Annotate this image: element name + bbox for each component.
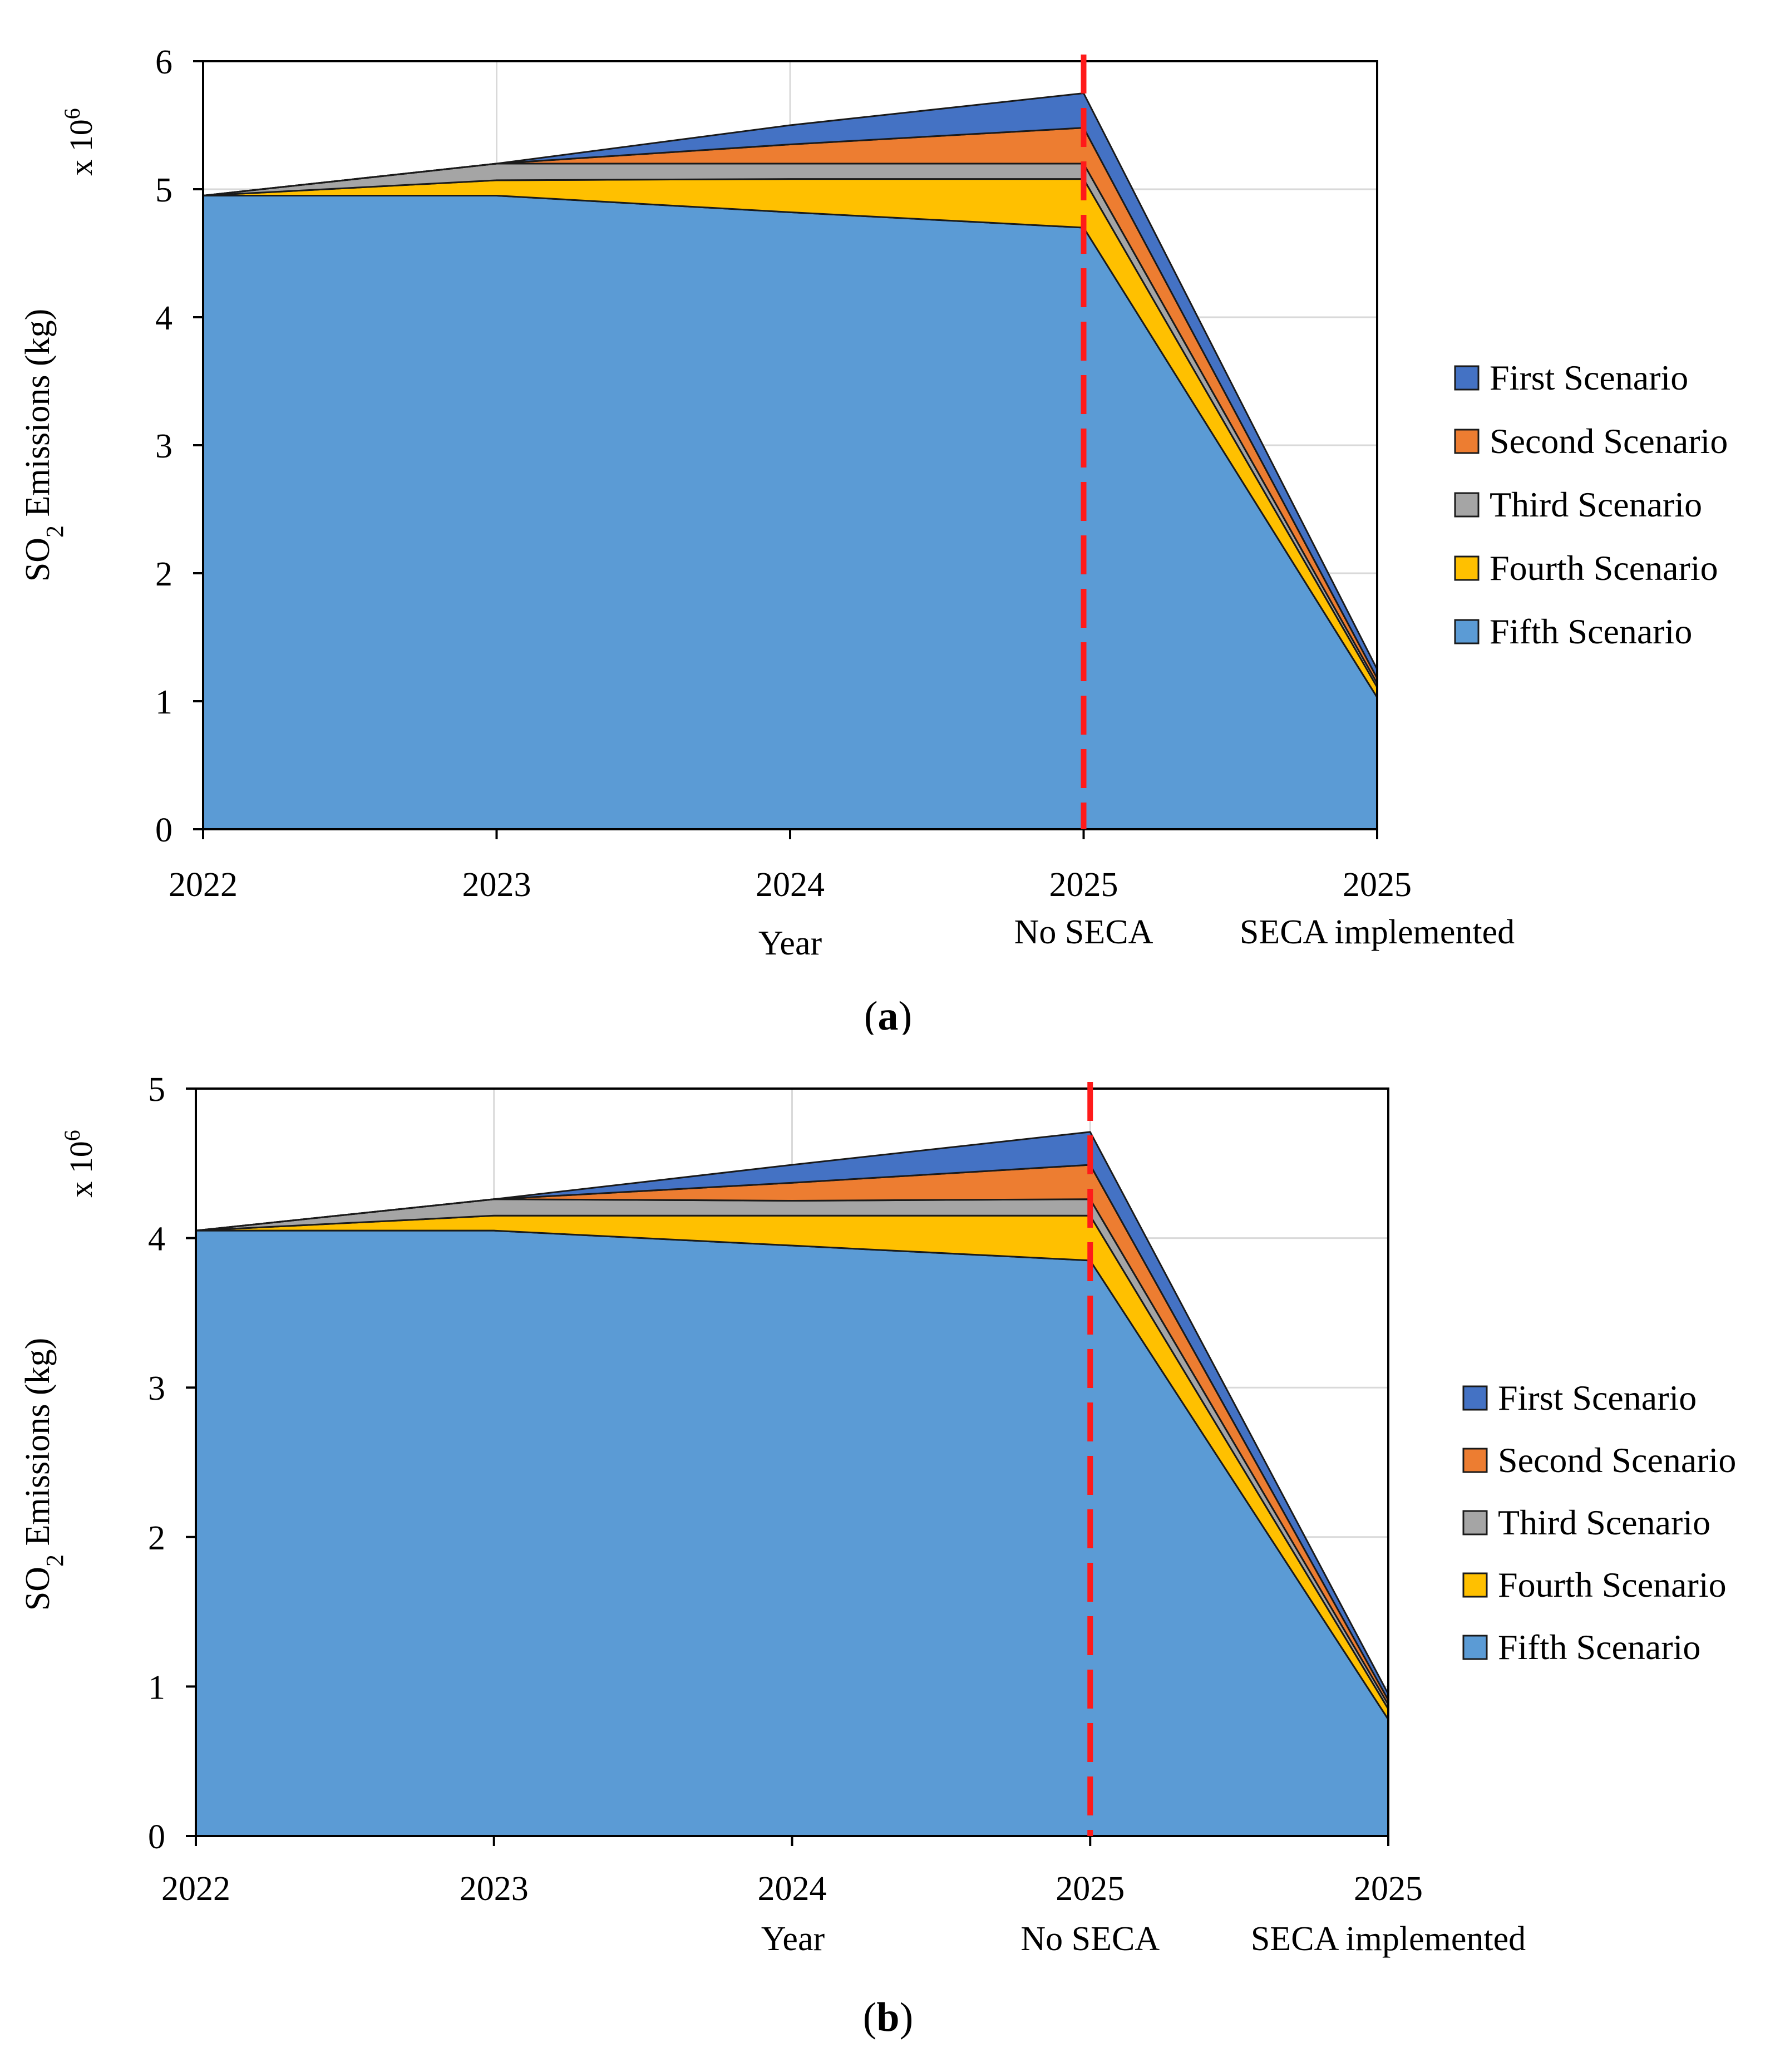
legend-label: Third Scenario: [1490, 485, 1702, 524]
y-tick-label: 5: [155, 171, 172, 209]
legend-item: Second Scenario: [1454, 421, 1728, 461]
y-axis-multiplier: x 106: [60, 108, 100, 176]
y-axis-title: SO2 Emissions (kg): [19, 309, 68, 582]
x-axis-title: Year: [761, 1920, 825, 1958]
x-tick-label: 2024: [756, 866, 825, 904]
y-axis-title-part: SO: [19, 1567, 57, 1611]
panel-label-open: (: [863, 1995, 877, 2040]
y-tick-label: 4: [148, 1220, 165, 1258]
y-axis-multiplier-base: x 10: [63, 119, 99, 176]
legend-swatch: [1454, 365, 1480, 391]
legend-item: Fourth Scenario: [1454, 548, 1718, 588]
y-axis-multiplier-exponent: 6: [60, 1130, 85, 1141]
panel-label-letter: b: [876, 1995, 899, 2040]
legend-swatch: [1462, 1572, 1488, 1598]
legend-item: First Scenario: [1454, 358, 1688, 397]
y-axis-title-subscript: 2: [41, 525, 68, 538]
area-series-fifth-scenario: [195, 1229, 1389, 1837]
panel-label: (a): [864, 993, 912, 1035]
legend-swatch: [1462, 1448, 1488, 1473]
chart-b-svg: 0 1 2 3 4 5 2022 2023 2024 2025 No SECA 2025 SECA im…: [19, 1071, 1736, 2040]
legend-swatch: [1454, 555, 1480, 581]
legend-label: Third Scenario: [1498, 1503, 1710, 1542]
y-tick-label: 1: [155, 683, 172, 721]
panel-label-close: ): [900, 1995, 914, 2040]
legend-swatch: [1454, 429, 1480, 454]
panel-label-letter: a: [878, 993, 899, 1035]
x-axis-title: Year: [758, 924, 822, 962]
legend-item: Fifth Scenario: [1454, 612, 1692, 651]
x-tick-label: 2025: [1343, 866, 1412, 904]
chart-panel-a: 0 1 2 3 4 5 6 2022 2023 2024 2025 No SECA 2025 SECA i…: [0, 0, 1785, 1039]
y-tick-label: 1: [148, 1669, 165, 1706]
legend-swatch: [1462, 1385, 1488, 1411]
legend-label: First Scenario: [1498, 1378, 1697, 1418]
legend-item: Fifth Scenario: [1462, 1627, 1700, 1667]
legend-label: Second Scenario: [1498, 1440, 1736, 1480]
y-tick-label: 3: [148, 1370, 165, 1407]
y-tick-label: 6: [155, 43, 172, 81]
x-tick-sublabel: SECA implemented: [1251, 1920, 1526, 1958]
x-tick-sublabel: No SECA: [1014, 913, 1153, 951]
x-tick-label: 2022: [169, 866, 238, 904]
x-tick-label: 2023: [462, 866, 531, 904]
y-axis-title-subscript: 2: [41, 1554, 68, 1567]
y-axis-multiplier-exponent: 6: [60, 108, 85, 119]
area-series-fifth-scenario: [202, 195, 1378, 830]
legend-swatch: [1462, 1635, 1488, 1660]
panel-label: (b): [863, 1995, 913, 2040]
x-tick-label: 2024: [758, 1870, 827, 1908]
chart-panel-b: 0 1 2 3 4 5 2022 2023 2024 2025 No SECA 2025 SECA im…: [0, 1035, 1785, 2069]
y-tick-label: 4: [155, 299, 172, 337]
y-axis-title-part: Emissions (kg): [19, 309, 57, 525]
legend-item: Second Scenario: [1462, 1440, 1736, 1480]
y-tick-label: 0: [155, 811, 172, 849]
legend-item: Third Scenario: [1462, 1503, 1710, 1542]
y-tick-label: 3: [155, 427, 172, 465]
legend-label: First Scenario: [1490, 358, 1688, 397]
legend-swatch: [1462, 1510, 1488, 1535]
x-tick-label: 2023: [460, 1870, 529, 1908]
legend-item: Fourth Scenario: [1462, 1565, 1727, 1605]
legend-item: First Scenario: [1462, 1378, 1697, 1418]
x-tick-label: 2025: [1354, 1870, 1423, 1908]
legend-label: Second Scenario: [1490, 421, 1728, 461]
legend-label: Fourth Scenario: [1498, 1565, 1727, 1605]
x-tick-label: 2025: [1056, 1870, 1125, 1908]
x-tick-sublabel: No SECA: [1020, 1920, 1160, 1958]
legend-swatch: [1454, 619, 1480, 644]
y-axis-title-part: SO: [19, 538, 57, 582]
y-tick-label: 5: [148, 1071, 165, 1109]
y-tick-label: 2: [148, 1519, 165, 1557]
chart-a-svg: 0 1 2 3 4 5 6 2022 2023 2024 2025 No SECA 2025 SECA i…: [19, 43, 1728, 1039]
y-axis-multiplier-base: x 10: [63, 1141, 99, 1198]
panel-label-open: (: [864, 993, 878, 1035]
y-tick-label: 0: [148, 1818, 165, 1856]
legend-item: Third Scenario: [1454, 485, 1702, 524]
legend-label: Fifth Scenario: [1498, 1627, 1700, 1667]
panel-label-close: ): [899, 993, 913, 1035]
y-axis-title: SO2 Emissions (kg): [19, 1338, 68, 1611]
legend-label: Fifth Scenario: [1490, 612, 1692, 651]
legend-swatch: [1454, 492, 1480, 518]
legend-label: Fourth Scenario: [1490, 548, 1718, 588]
x-tick-label: 2022: [161, 1870, 230, 1908]
x-tick-label: 2025: [1049, 866, 1118, 904]
x-tick-sublabel: SECA implemented: [1240, 913, 1515, 951]
y-axis-multiplier: x 106: [60, 1130, 100, 1198]
y-tick-label: 2: [155, 555, 172, 593]
y-axis-title-part: Emissions (kg): [19, 1338, 57, 1554]
